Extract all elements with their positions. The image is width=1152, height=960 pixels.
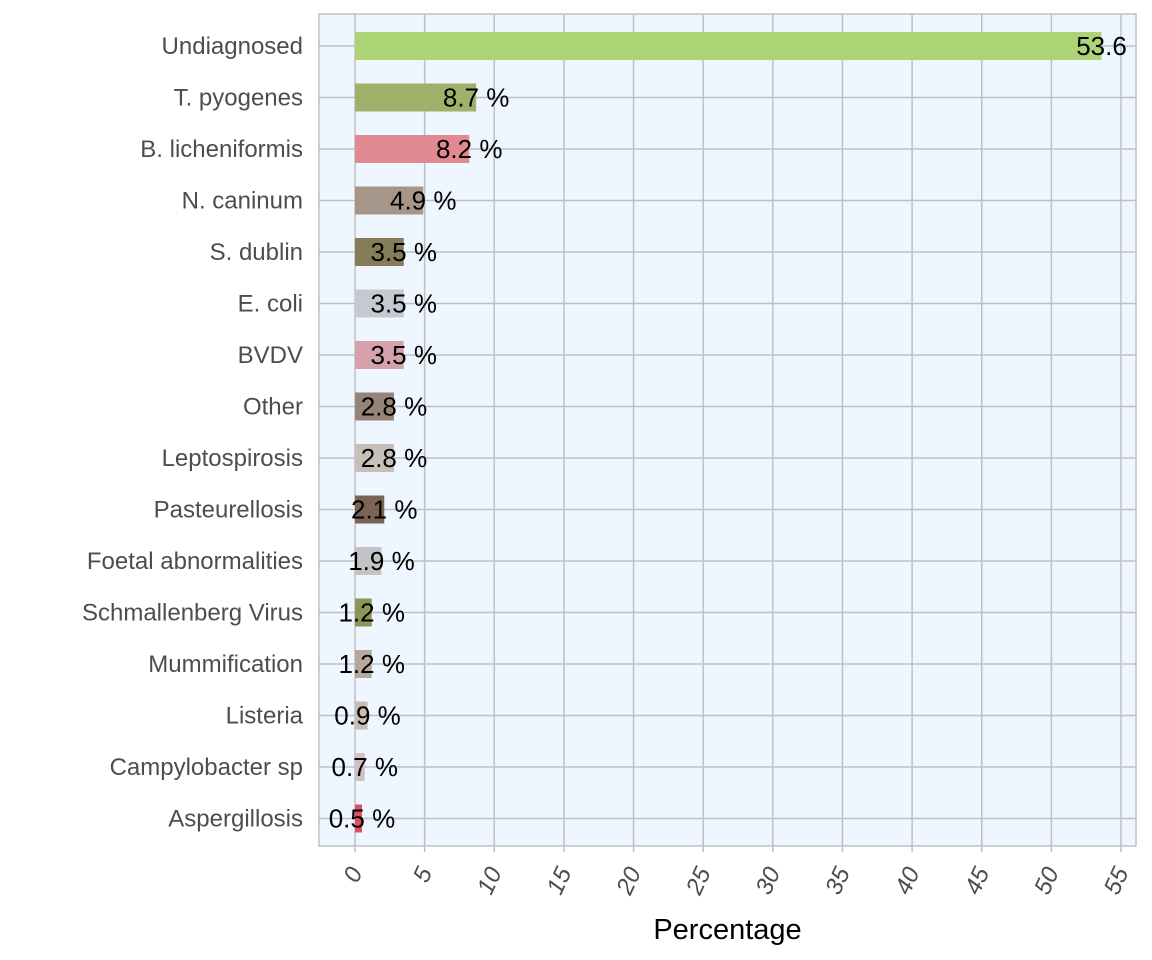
data-label: 0.5 % — [329, 804, 396, 834]
category-label: Leptospirosis — [162, 445, 303, 472]
bar — [355, 598, 372, 627]
bar — [355, 495, 385, 524]
category-label: B. licheniformis — [140, 136, 303, 163]
x-tick-label: 15 — [542, 863, 578, 899]
x-tick-label: 50 — [1029, 863, 1065, 899]
bar — [355, 392, 394, 421]
category-label: Schmallenberg Virus — [82, 600, 303, 627]
data-label: 3.5 % — [370, 289, 437, 319]
category-label: Campylobacter sp — [110, 754, 303, 781]
data-label: 0.9 % — [334, 701, 401, 731]
category-label: BVDV — [238, 342, 303, 369]
bar — [355, 83, 477, 112]
bar — [355, 804, 362, 833]
data-label: 4.9 % — [390, 186, 457, 216]
data-label: 1.9 % — [348, 546, 415, 576]
category-label: N. caninum — [182, 188, 303, 215]
data-label: 2.8 % — [361, 443, 428, 473]
x-tick-label: 5 — [408, 863, 438, 887]
x-tick-label: 0 — [338, 863, 368, 887]
category-label: Other — [243, 394, 303, 421]
bar — [355, 701, 368, 730]
x-tick-label: 25 — [680, 863, 716, 900]
data-label: 8.2 % — [436, 134, 503, 164]
data-label: 53.6 — [1076, 31, 1127, 61]
bar — [355, 753, 365, 781]
data-label: 3.5 % — [370, 237, 437, 267]
category-label: Undiagnosed — [162, 33, 303, 60]
bar — [355, 135, 470, 163]
category-label: Mummification — [148, 651, 303, 678]
bar — [355, 289, 404, 318]
bar — [355, 186, 424, 215]
bars — [355, 32, 1102, 833]
data-label: 8.7 % — [443, 83, 510, 113]
x-tick-label: 10 — [472, 863, 508, 899]
bar — [355, 547, 382, 575]
data-label: 2.8 % — [361, 392, 428, 422]
category-label: E. coli — [238, 291, 303, 318]
x-tick-label: 45 — [959, 863, 995, 899]
category-label: Foetal abnormalities — [87, 548, 303, 575]
data-label: 0.7 % — [331, 752, 398, 782]
data-labels: 53.6 8.7 % 8.2 % 4.9 % 3.5 % 3.5 % 3.5 % 2.8 % 2… — [329, 31, 1127, 834]
bar — [355, 444, 394, 472]
x-tick-label: 40 — [890, 863, 926, 899]
category-label: S. dublin — [210, 239, 303, 266]
category-label: Pasteurellosis — [154, 497, 303, 524]
x-axis-title: Percentage — [653, 914, 801, 946]
category-label: Aspergillosis — [168, 806, 303, 833]
category-label: T. pyogenes — [174, 85, 303, 112]
bar — [355, 650, 372, 678]
data-label: 3.5 % — [370, 340, 437, 370]
bar — [355, 32, 1102, 60]
x-tick-label: 20 — [611, 863, 647, 900]
data-label: 2.1 % — [351, 495, 418, 525]
x-axis-ticks: 0 5 10 15 20 25 30 35 40 45 50 55 — [338, 846, 1135, 900]
category-labels: Undiagnosed T. pyogenes B. licheniformis N.… — [82, 33, 304, 833]
bar — [355, 238, 404, 266]
category-label: Listeria — [226, 703, 304, 730]
data-label: 1.2 % — [338, 598, 405, 628]
x-tick-label: 55 — [1099, 863, 1135, 899]
x-tick-label: 30 — [751, 863, 787, 899]
bar — [355, 341, 404, 369]
x-tick-label: 35 — [820, 863, 856, 899]
data-label: 1.2 % — [338, 649, 405, 679]
